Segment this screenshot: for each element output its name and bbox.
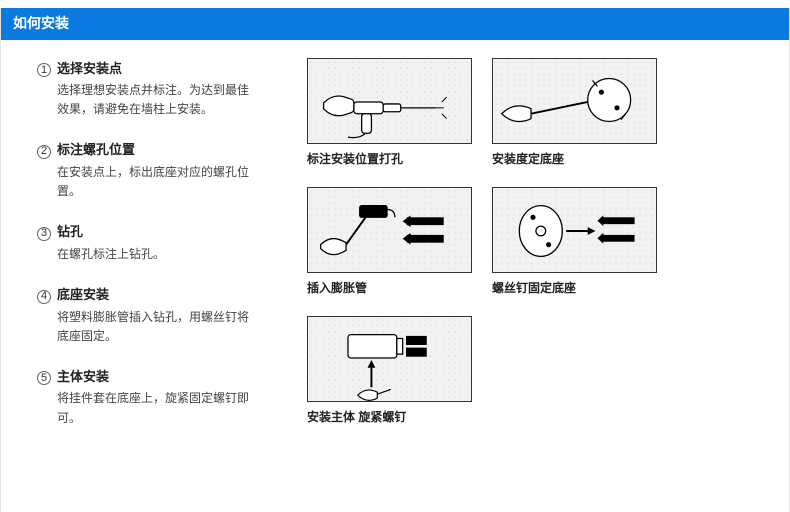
figures-grid: 标注安装位置打孔 [287,58,759,448]
step-desc: 在安装点上，标出底座对应的螺孔位置。 [57,163,257,201]
step-desc: 选择理想安装点并标注。为达到最佳效果，请避免在墙柱上安装。 [57,81,257,119]
figure-box [307,58,472,144]
steps-column: 1 选择安装点 选择理想安装点并标注。为达到最佳效果，请避免在墙柱上安装。 2 … [37,58,287,448]
step-2: 2 标注螺孔位置 在安装点上，标出底座对应的螺孔位置。 [37,139,287,201]
step-desc: 在螺孔标注上钻孔。 [57,245,257,264]
step-title: 标注螺孔位置 [57,139,135,158]
figure-caption: 插入膨胀管 [307,279,472,296]
step-1: 1 选择安装点 选择理想安装点并标注。为达到最佳效果，请避免在墙柱上安装。 [37,58,287,120]
step-5: 5 主体安装 将挂件套在底座上，旋紧固定螺钉即可。 [37,366,287,428]
step-head: 4 底座安装 [37,284,287,304]
step-number-badge: 2 [37,145,51,159]
step-4: 4 底座安装 将塑料膨胀管插入钻孔，用螺丝钉将底座固定。 [37,284,287,346]
step-desc: 将挂件套在底座上，旋紧固定螺钉即可。 [57,389,257,427]
figure-box [307,187,472,273]
screwdriver-base-icon [493,59,656,143]
step-number-badge: 3 [37,227,51,241]
section-title: 如何安装 [13,15,69,31]
step-desc: 将塑料膨胀管插入钻孔，用螺丝钉将底座固定。 [57,308,257,346]
figure-caption: 安装主体 旋紧螺钉 [307,408,472,425]
section-header: 如何安装 [1,8,789,40]
hammer-anchors-icon [308,188,471,272]
figure-box [492,187,657,273]
figure-box [492,58,657,144]
figure-attach-body: 安装主体 旋紧螺钉 [307,316,472,425]
step-head: 5 主体安装 [37,366,287,386]
step-title: 主体安装 [57,366,109,385]
step-head: 3 钻孔 [37,221,287,241]
step-number-badge: 5 [37,371,51,385]
body-attach-icon [308,317,471,401]
step-number-badge: 4 [37,290,51,304]
figure-caption: 安装度定底座 [492,150,657,167]
figure-base-mark: 安装度定底座 [492,58,657,167]
step-title: 选择安装点 [57,58,122,77]
step-number-badge: 1 [37,63,51,77]
step-title: 钻孔 [57,221,83,240]
step-title: 底座安装 [57,284,109,303]
figure-anchors: 插入膨胀管 [307,187,472,296]
figure-screw-base: 螺丝钉固定底座 [492,187,657,296]
base-screws-icon [493,188,656,272]
step-head: 1 选择安装点 [37,58,287,78]
step-3: 3 钻孔 在螺孔标注上钻孔。 [37,221,287,264]
figure-caption: 标注安装位置打孔 [307,150,472,167]
drill-icon [308,59,471,143]
page-container: 如何安装 1 选择安装点 选择理想安装点并标注。为达到最佳效果，请避免在墙柱上安… [0,8,790,512]
figure-drill: 标注安装位置打孔 [307,58,472,167]
figure-caption: 螺丝钉固定底座 [492,279,657,296]
figure-box [307,316,472,402]
content-wrap: 1 选择安装点 选择理想安装点并标注。为达到最佳效果，请避免在墙柱上安装。 2 … [1,58,789,448]
step-head: 2 标注螺孔位置 [37,139,287,159]
